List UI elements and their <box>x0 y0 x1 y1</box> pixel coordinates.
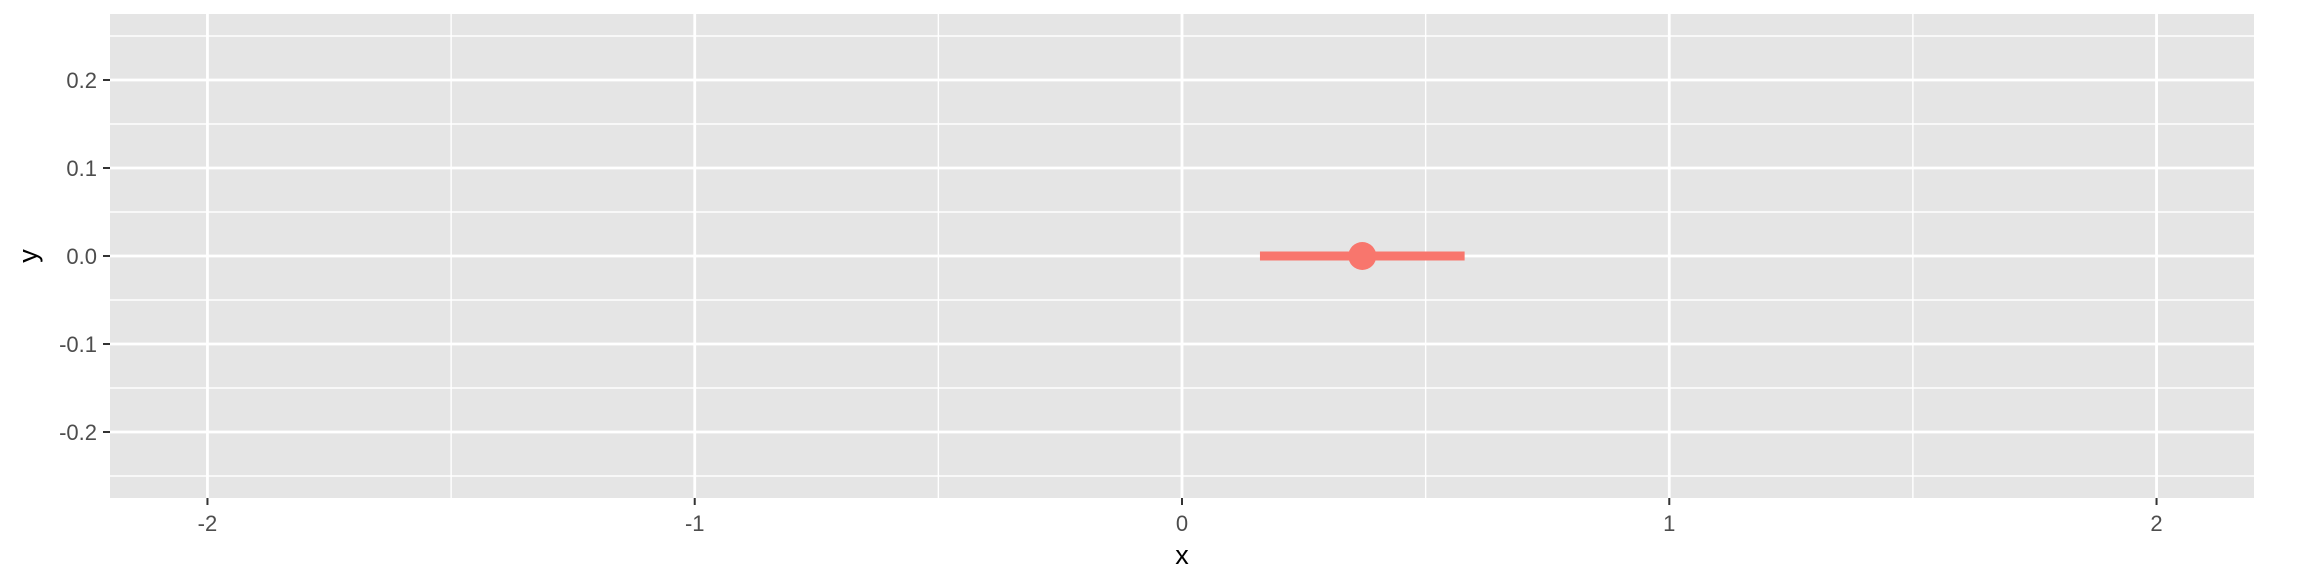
x-axis-title: x <box>1175 540 1189 570</box>
y-axis-title: y <box>13 249 43 263</box>
major-gridlines <box>110 14 2254 498</box>
y-tick-label: 0.1 <box>66 156 97 181</box>
y-tick-label: -0.1 <box>59 332 97 357</box>
x-tick-label: -1 <box>685 511 705 536</box>
x-axis: -2 -1 0 1 2 <box>198 498 2163 536</box>
y-tick-label: 0.2 <box>66 68 97 93</box>
y-axis: -0.2 -0.1 0.0 0.1 0.2 <box>59 68 110 445</box>
y-tick-label: -0.2 <box>59 420 97 445</box>
x-tick-label: -2 <box>198 511 218 536</box>
data-layer <box>1259 242 1465 270</box>
x-tick-label: 1 <box>1663 511 1675 536</box>
data-point <box>1348 242 1377 270</box>
x-tick-label: 2 <box>2150 511 2162 536</box>
y-tick-label: 0.0 <box>66 244 97 269</box>
x-tick-label: 0 <box>1176 511 1188 536</box>
